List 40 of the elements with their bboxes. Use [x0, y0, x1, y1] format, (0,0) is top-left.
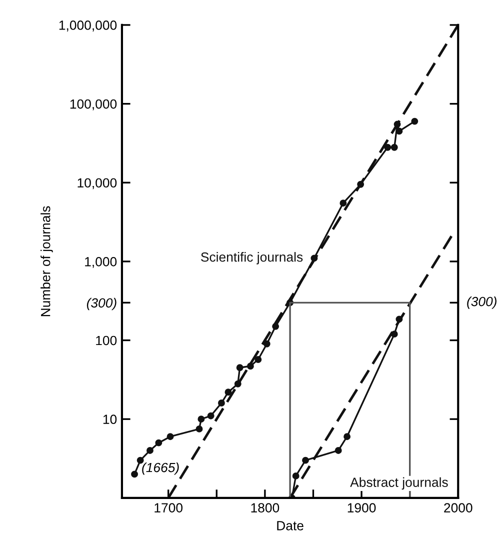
point [218, 400, 225, 406]
y-tick-label: 1,000,000 [59, 20, 117, 32]
point [384, 144, 392, 151]
y-tick-label: 100 [96, 336, 117, 346]
point [263, 340, 270, 348]
point [196, 425, 203, 432]
point [396, 128, 403, 135]
point [207, 412, 214, 420]
y-axis-title: Number of journals [40, 206, 53, 316]
point [155, 439, 162, 446]
point [292, 472, 300, 480]
point [254, 356, 262, 363]
y-tick-label: 10 [103, 414, 117, 424]
point [224, 388, 232, 396]
point [390, 144, 398, 151]
y-tick-label: 100,000 [70, 99, 117, 110]
point [166, 433, 174, 440]
point [136, 456, 144, 464]
point [334, 447, 342, 454]
point [344, 433, 351, 440]
text: (300) [467, 296, 496, 309]
x-tick-label: 1700 [154, 503, 182, 512]
point [198, 416, 205, 423]
annotation: (1665) [142, 462, 179, 475]
point [340, 200, 347, 207]
x-tick-label: 2000 [444, 503, 472, 512]
point [236, 364, 244, 372]
point [146, 447, 154, 454]
x-tick-label: 1900 [348, 503, 376, 512]
point [131, 470, 138, 478]
x-tick-label: 1800 [251, 503, 280, 512]
y-tick-label: (300) [86, 298, 116, 310]
point [246, 362, 254, 370]
y-tick-label: 10,000 [78, 178, 117, 190]
y-tick-label: 1,000 [85, 257, 117, 268]
text: Abstract journals [350, 477, 448, 490]
point [302, 456, 309, 464]
x-axis-title: Date [277, 521, 304, 530]
point [411, 118, 418, 125]
series-label: Scientific journals [201, 252, 303, 264]
